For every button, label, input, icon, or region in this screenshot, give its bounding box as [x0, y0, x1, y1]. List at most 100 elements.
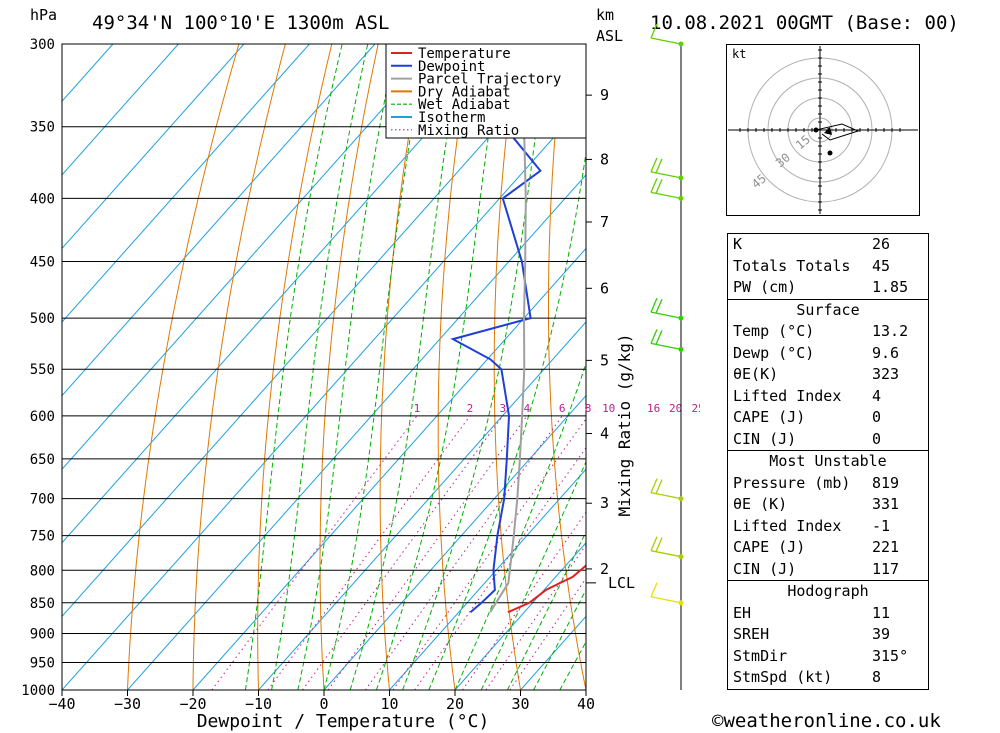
hodograph-table-row: StmSpd (kt) 8 [728, 667, 928, 689]
mixing-ratio-label: 10 [602, 402, 615, 415]
legend-label: Isotherm [418, 110, 485, 126]
x-tick-label: −40 [48, 695, 75, 713]
row-label: Lifted Index [733, 516, 842, 535]
isotherm-line [62, 44, 310, 323]
wind-barb-staff [650, 342, 682, 350]
x-tick-label: 10 [380, 695, 398, 713]
surface-row: Temp (°C) 13.2 [728, 321, 928, 343]
mixing-ratio-label: 2 [467, 402, 474, 415]
row-label: Totals Totals [733, 256, 851, 275]
wind-profile [650, 23, 684, 690]
mixing-ratio-line [327, 415, 528, 690]
row-label: Lifted Index [733, 386, 842, 405]
wind-barb-flag [655, 179, 663, 194]
km-tick-label: 2 [600, 560, 609, 578]
row-value: 26 [872, 235, 891, 253]
row-value: 819 [872, 473, 900, 492]
pressure-tick-label: 550 [30, 362, 55, 378]
hodograph-point [813, 127, 819, 133]
isotherm-line [62, 44, 441, 470]
hodograph-table-row: StmDir 315° [728, 646, 928, 668]
pressure-tick-label: 650 [30, 452, 55, 468]
wet-adiabat-line [506, 530, 586, 690]
surface-row: CIN (J) 0 [728, 429, 928, 451]
plot-frame [61, 43, 587, 691]
mixing-ratio-label: 1 [414, 402, 421, 415]
isotherm-line [520, 615, 586, 690]
row-value: -1 [872, 516, 891, 535]
wind-barb-flag [650, 297, 658, 313]
storm-motion-marker [824, 127, 832, 135]
isotherm-line [127, 174, 586, 690]
pressure-tick-label: 500 [30, 311, 55, 327]
row-label: EH [733, 603, 752, 622]
most-unstable-row: CAPE (J) 221 [728, 537, 928, 559]
temperature-series-line [507, 564, 586, 614]
mixing-ratio-label: 3 [499, 402, 506, 415]
wind-barb-staff [650, 37, 682, 45]
pressure-tick-label: 750 [30, 529, 55, 545]
profile-lines [450, 44, 586, 614]
asl-label: ASL [596, 27, 624, 45]
km-label: km [596, 6, 615, 24]
pressure-tick-label: 400 [30, 191, 55, 207]
wet-adiabat-line [533, 588, 586, 690]
wind-barb-staff [650, 171, 682, 179]
mixing-ratio-label: 6 [559, 402, 566, 415]
dry-adiabat-line [379, 44, 426, 690]
row-value: 0 [872, 408, 882, 426]
x-axis-title: Dewpoint / Temperature (°C) [197, 711, 490, 732]
wet-adiabat-line [271, 44, 369, 690]
background-lines [62, 44, 586, 690]
legend-box [385, 43, 587, 139]
surface-title: Surface [728, 298, 928, 322]
mixing-ratio-line [267, 415, 471, 690]
pressure-tick-label: 700 [30, 492, 55, 508]
x-tick-label: 20 [446, 695, 464, 713]
isotherm-line [454, 542, 586, 690]
isotherm-line [62, 44, 376, 397]
mixing-ratio-label: 8 [585, 402, 592, 415]
wind-barb-staff [650, 311, 682, 319]
row-value: 45 [872, 256, 891, 275]
row-label: CIN (J) [733, 559, 797, 578]
mixing-ratio-label: 16 [647, 402, 660, 415]
hodograph-trace [815, 123, 860, 141]
row-value: 11 [872, 603, 891, 622]
mixing-ratio-line [364, 415, 563, 690]
km-tick-label: 4 [600, 425, 609, 443]
x-tick-label: 40 [577, 695, 595, 713]
row-value: 117 [872, 559, 900, 578]
wind-barb-flag [650, 178, 658, 193]
x-tick-label: 0 [319, 695, 328, 713]
row-value: 8 [872, 668, 882, 686]
km-tick-label: 3 [600, 494, 609, 512]
x-tick-label: −10 [245, 695, 272, 713]
lcl-label: LCL [608, 574, 635, 592]
pressure-tick-label: 300 [30, 37, 55, 53]
isotherm-line [62, 44, 114, 102]
indices-row: Totals Totals 45 [728, 256, 928, 278]
row-value: 0 [872, 429, 882, 448]
indices-row: K 26 [728, 234, 928, 256]
surface-row: Dewp (°C) 9.6 [728, 343, 928, 365]
wind-barb-flag [650, 582, 658, 598]
row-label: CIN (J) [733, 429, 797, 448]
wind-barb-flag [650, 536, 658, 551]
row-value: 13.2 [872, 322, 909, 340]
skew-t-chart: 3003504004505005506006507007508008509009… [21, 23, 700, 732]
km-tick-label: 6 [600, 279, 609, 297]
wind-barb-flag [655, 537, 663, 552]
hodograph-table-row: EH 11 [728, 603, 928, 625]
isotherm-line [258, 321, 586, 690]
wet-adiabat-line [480, 460, 586, 690]
dry-adiabat-line [548, 44, 586, 690]
wind-barb-staff [650, 491, 682, 500]
location-title: 49°34'N 100°10'E 1300m ASL [92, 12, 390, 34]
mixing-ratio-label: 4 [524, 402, 531, 415]
dry-adiabat-line [192, 44, 286, 690]
